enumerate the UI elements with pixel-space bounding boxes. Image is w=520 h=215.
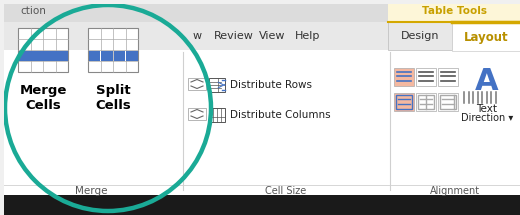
Bar <box>440 95 456 109</box>
Text: Help: Help <box>295 31 321 41</box>
Bar <box>113 51 125 60</box>
Text: Split
Cells: Split Cells <box>95 84 131 112</box>
Bar <box>18 28 68 72</box>
Bar <box>396 95 412 109</box>
Bar <box>101 51 112 60</box>
Bar <box>418 95 434 109</box>
Bar <box>416 68 436 86</box>
Bar <box>209 108 225 122</box>
Text: Direction ▾: Direction ▾ <box>461 113 513 123</box>
Text: Review: Review <box>214 31 254 41</box>
Bar <box>88 28 138 72</box>
Bar <box>19 51 68 60</box>
Bar <box>188 108 206 120</box>
Text: ction: ction <box>20 6 46 16</box>
Text: w: w <box>192 31 202 41</box>
Text: Merge
Cells: Merge Cells <box>19 84 67 112</box>
Bar <box>209 78 225 92</box>
Bar <box>0 0 4 215</box>
Text: Layout: Layout <box>464 31 509 43</box>
Bar <box>452 22 520 51</box>
Bar <box>388 0 520 22</box>
Bar <box>0 0 520 22</box>
Text: Alignment: Alignment <box>430 186 480 196</box>
Bar <box>438 93 458 111</box>
Bar <box>0 50 520 215</box>
Text: Distribute Columns: Distribute Columns <box>230 110 331 120</box>
Text: A: A <box>475 68 499 97</box>
Text: Text: Text <box>476 104 498 114</box>
Bar <box>394 68 414 86</box>
Text: Design: Design <box>401 31 439 41</box>
Bar <box>88 51 100 60</box>
Bar <box>126 51 137 60</box>
Text: View: View <box>259 31 285 41</box>
Bar <box>0 22 520 50</box>
Bar <box>394 93 414 111</box>
Bar <box>416 93 436 111</box>
Bar <box>0 0 520 4</box>
Text: Cell Size: Cell Size <box>265 186 307 196</box>
Text: Table Tools: Table Tools <box>422 6 487 16</box>
Bar <box>0 195 520 215</box>
Text: Merge: Merge <box>75 186 107 196</box>
Bar <box>188 78 206 90</box>
Bar <box>388 22 452 50</box>
Bar <box>438 68 458 86</box>
Text: Distribute Rows: Distribute Rows <box>230 80 312 90</box>
